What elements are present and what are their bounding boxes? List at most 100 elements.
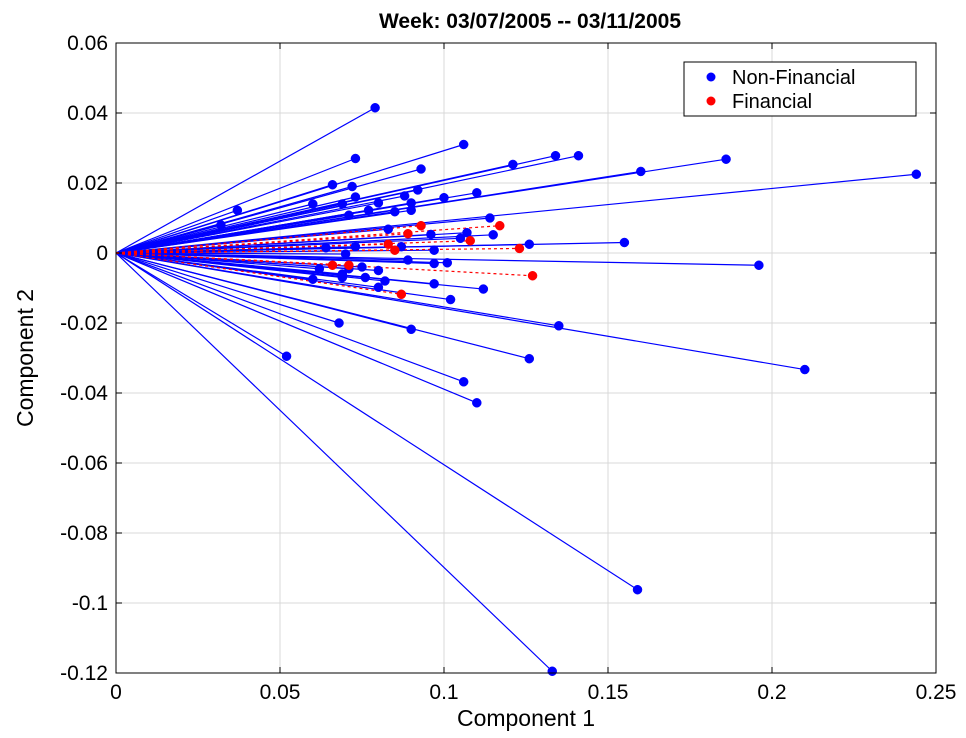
non-financial-point: [524, 353, 535, 364]
non-financial-point: [547, 666, 557, 676]
non-financial-point: [373, 282, 384, 293]
non-financial-ray: [115, 252, 759, 266]
non-financial-ray: [115, 252, 553, 672]
non-financial-ray: [115, 252, 805, 371]
non-financial-point: [488, 230, 498, 240]
non-financial-point: [314, 264, 325, 274]
y-tick-label: -0.12: [60, 662, 108, 685]
financial-ray: [115, 225, 500, 254]
non-financial-ray: [115, 107, 376, 254]
non-financial-ray: [115, 237, 461, 254]
non-financial-ray: [115, 252, 287, 357]
non-financial-ray: [115, 252, 464, 383]
non-financial-ray: [115, 173, 917, 254]
non-financial-point: [619, 237, 630, 248]
financial-point: [465, 236, 475, 246]
non-financial-point: [281, 351, 292, 361]
non-financial-point: [380, 276, 390, 286]
financial-point: [344, 260, 354, 270]
non-financial-ray: [115, 252, 638, 591]
y-tick-label: 0.04: [67, 102, 108, 125]
non-financial-point: [754, 260, 764, 270]
non-financial-point: [357, 262, 367, 272]
non-financial-point: [350, 153, 361, 164]
y-tick-label: 0.06: [67, 32, 108, 55]
grid-lines: [116, 43, 936, 673]
non-financial-point: [472, 188, 482, 198]
financial-point: [495, 220, 505, 231]
non-financial-ray: [115, 252, 340, 324]
non-financial-point: [429, 245, 439, 255]
non-financial-ray: [115, 209, 238, 254]
non-financial-point: [373, 198, 384, 208]
financial-ray: [115, 249, 395, 254]
y-tick-label: 0: [96, 242, 108, 265]
legend-label-financial: Financial: [732, 91, 812, 113]
non-financial-ray: [115, 252, 484, 290]
non-financial-point: [347, 181, 357, 192]
financial-point: [390, 245, 400, 255]
non-financial-ray: [115, 184, 333, 254]
non-financial-point: [462, 227, 472, 238]
non-financial-point: [334, 318, 344, 328]
non-financial-ray: [115, 157, 356, 254]
non-financial-point: [390, 206, 400, 217]
non-financial-point: [360, 272, 371, 283]
non-financial-point: [413, 185, 423, 195]
financial-ray: [115, 240, 471, 254]
non-financial-point: [445, 294, 456, 305]
non-financial-point: [321, 243, 331, 253]
non-financial-point: [554, 321, 564, 331]
non-financial-point: [508, 159, 518, 170]
non-financial-point: [429, 258, 439, 269]
non-financial-point: [550, 150, 561, 161]
non-financial-point: [406, 205, 416, 216]
x-tick-label: 0.2: [757, 681, 786, 704]
x-tick-label: 0.15: [588, 681, 629, 704]
legend-label-non-financial: Non-Financial: [732, 67, 855, 89]
non-financial-point: [458, 139, 469, 150]
series-lines: [115, 107, 917, 672]
financial-point: [403, 229, 413, 239]
non-financial-point: [429, 279, 439, 289]
series-markers: [216, 103, 922, 676]
x-tick-label: 0: [110, 681, 122, 704]
financial-point: [416, 220, 426, 231]
non-financial-point: [636, 166, 646, 177]
non-financial-ray: [115, 252, 478, 404]
non-financial-point: [399, 191, 410, 201]
non-financial-point: [403, 255, 413, 265]
financial-point: [396, 289, 407, 300]
financial-point: [527, 271, 538, 281]
non-financial-point: [350, 192, 361, 202]
non-financial-point: [472, 398, 482, 408]
non-financial-point: [383, 224, 393, 234]
non-financial-point: [327, 180, 338, 190]
financial-point: [383, 239, 393, 249]
legend-marker-financial: [706, 96, 716, 106]
non-financial-point: [340, 249, 351, 259]
non-financial-point: [721, 154, 731, 164]
y-tick-label: -0.1: [72, 592, 108, 615]
non-financial-point: [478, 284, 489, 294]
non-financial-point: [344, 210, 354, 220]
non-financial-point: [406, 324, 416, 335]
financial-point: [327, 260, 338, 270]
x-axis-label: Component 1: [457, 705, 595, 731]
y-tick-label: 0.02: [67, 172, 108, 195]
legend: Non-Financial Financial: [683, 61, 917, 117]
plot-frame: [115, 42, 937, 674]
non-financial-ray: [115, 252, 530, 360]
non-financial-point: [232, 205, 243, 216]
non-financial-ray: [115, 203, 343, 254]
non-financial-point: [308, 274, 318, 284]
x-tick-label: 0.1: [429, 681, 458, 704]
non-financial-point: [524, 239, 535, 249]
non-financial-point: [439, 192, 449, 203]
y-axis-label: Component 2: [12, 289, 38, 427]
y-tick-label: -0.06: [60, 452, 108, 475]
non-financial-point: [416, 164, 426, 174]
y-tick-label: -0.04: [60, 382, 108, 405]
financial-point: [514, 243, 525, 254]
